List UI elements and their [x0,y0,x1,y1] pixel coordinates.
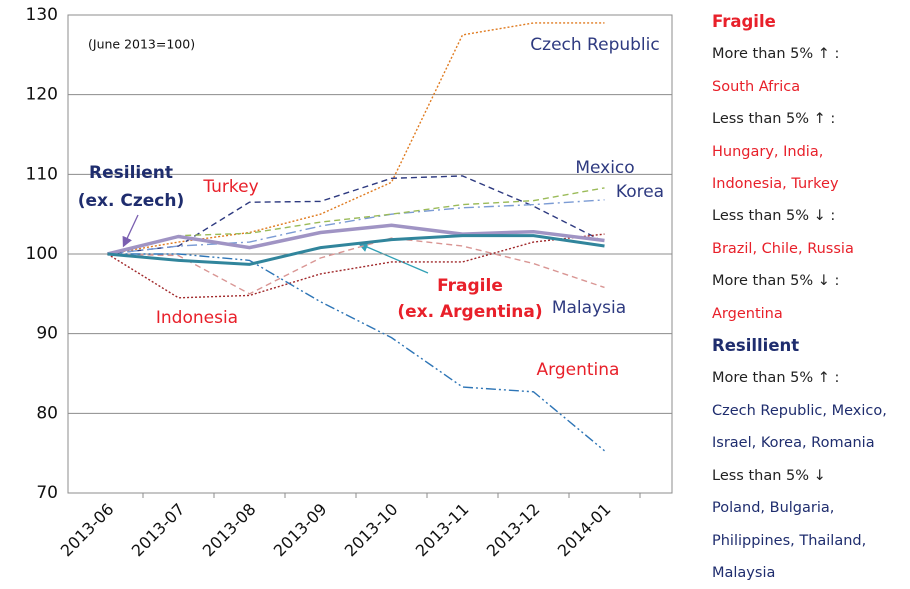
series-line [107,187,605,255]
series-label: Argentina [537,360,620,380]
series-line [107,22,605,255]
series-line [107,233,605,299]
series-label: Czech Republic [530,35,659,55]
y-tick-label: 120 [26,85,58,105]
series-label: Indonesia [156,308,238,328]
series-line [107,223,605,256]
y-tick-label: 70 [36,483,58,503]
panel-countries: Czech Republic, Mexico, [712,402,887,419]
side-panel: Fragile More than 5% ↑ : South Africa Less … [712,6,910,589]
annotation: (ex. Argentina) [397,302,542,322]
annotation: (ex. Czech) [78,191,185,211]
panel-countries: Hungary, India, [712,143,824,160]
panel-countries: Poland, Bulgaria, [712,500,835,517]
x-tick-label: 2013-11 [412,500,473,561]
panel-countries: Argentina [712,305,783,322]
x-tick-label: 2013-07 [128,500,189,561]
arrow [122,214,139,248]
panel-label: More than 5% ↑ : [712,46,840,63]
arrow [357,242,429,274]
plot-frame [67,14,673,494]
panel-countries: Malaysia [712,564,776,581]
x-tick-label: 2013-12 [483,500,544,561]
y-tick-label: 100 [26,244,58,264]
panel-label: Less than 5% ↑ : [712,111,836,128]
annotation: Malaysia [552,298,626,318]
x-tick-label: 2013-10 [341,500,402,561]
x-tick-label: 2013-09 [270,500,331,561]
panel-countries: Israel, Korea, Romania [712,435,875,452]
panel-countries: South Africa [712,78,801,95]
x-tick-label: 2013-06 [57,500,118,561]
series-line [107,253,605,452]
y-tick-label: 130 [26,5,58,25]
panel-label: Less than 5% ↓ [712,467,826,484]
annotation: Resilient [89,163,173,183]
series-label: Turkey [202,177,258,197]
panel-heading: Fragile [712,12,776,31]
y-tick-label: 80 [36,403,58,423]
panel-label: Less than 5% ↓ : [712,208,836,225]
x-tick-label: 2014-01 [554,500,615,561]
y-tick-label: 110 [26,164,58,184]
panel-heading: Resillient [712,336,800,356]
series-label: Korea [616,182,664,202]
x-tick-label: 2013-08 [199,500,260,561]
annotation: Fragile [437,276,503,296]
panel-label: More than 5% ↑ : [712,370,840,387]
panel-countries: Brazil, Chile, Russia [712,240,854,257]
panel-label: More than 5% ↓ : [712,273,840,290]
note: (June 2013=100) [88,37,195,52]
series-line [107,199,605,255]
y-tick-label: 90 [36,324,58,344]
series-line [107,234,605,266]
series-label: Mexico [575,158,634,178]
panel-countries: Philippines, Thailand, [712,532,867,549]
panel-countries: Indonesia, Turkey [712,176,839,193]
